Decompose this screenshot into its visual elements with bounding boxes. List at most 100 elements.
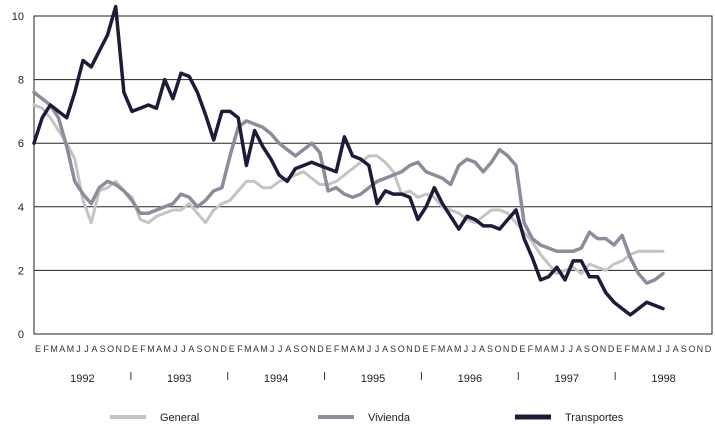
month-tick-label: O — [204, 344, 211, 354]
month-tick-label: N — [503, 344, 510, 354]
month-tick-label: M — [244, 344, 252, 354]
month-tick-label: J — [278, 344, 283, 354]
month-tick-label: D — [414, 344, 421, 354]
month-tick-label: A — [285, 344, 291, 354]
month-tick-label: A — [188, 344, 194, 354]
year-label: 1997 — [554, 373, 578, 385]
month-tick-label: J — [76, 344, 81, 354]
month-tick-label: F — [43, 344, 49, 354]
y-tick-label: 2 — [18, 265, 24, 277]
y-tick-label: 8 — [18, 75, 24, 87]
month-tick-label: J — [464, 344, 469, 354]
month-tick-label: D — [317, 344, 324, 354]
month-tick-label: M — [67, 344, 75, 354]
year-label: 1998 — [651, 373, 675, 385]
series-lines — [32, 4, 665, 317]
month-tick-label: F — [528, 344, 534, 354]
year-label: 1993 — [167, 373, 191, 385]
month-tick-label: F — [334, 344, 340, 354]
y-axis-ticks: 0 2 4 6 8 10 — [12, 11, 24, 341]
month-tick-label: D — [511, 344, 518, 354]
y-tick-label: 0 — [18, 329, 24, 341]
month-tick-label: D — [705, 344, 712, 354]
year-label: 1996 — [458, 373, 482, 385]
month-tick-label: J — [472, 344, 477, 354]
month-tick-label: S — [390, 344, 396, 354]
month-tick-label: N — [212, 344, 219, 354]
y-tick-label: 6 — [18, 138, 24, 150]
month-tick-label: M — [357, 344, 365, 354]
month-tick-label: M — [632, 344, 640, 354]
y-tick-label: 4 — [18, 202, 24, 214]
month-tick-label: F — [625, 344, 631, 354]
month-tick-label: F — [140, 344, 146, 354]
month-tick-label: J — [270, 344, 275, 354]
month-tick-label: A — [673, 344, 679, 354]
month-tick-label: O — [688, 344, 695, 354]
month-tick-label: J — [657, 344, 662, 354]
month-tick-label: S — [196, 344, 202, 354]
month-tick-label: A — [92, 344, 98, 354]
legend-label-general: General — [160, 412, 199, 424]
month-tick-label: J — [569, 344, 574, 354]
month-tick-label: J — [84, 344, 89, 354]
month-tick-label: A — [59, 344, 65, 354]
month-tick-label: N — [116, 344, 123, 354]
month-tick-label: M — [551, 344, 559, 354]
year-label: 1992 — [70, 373, 94, 385]
month-tick-label: J — [375, 344, 380, 354]
series-line-vivienda — [32, 90, 665, 285]
legend: General Vivienda Transportes — [110, 412, 624, 424]
month-tick-label: N — [406, 344, 413, 354]
month-tick-label: J — [181, 344, 186, 354]
month-tick-label: S — [487, 344, 493, 354]
month-tick-label: A — [479, 344, 485, 354]
month-tick-label: F — [431, 344, 437, 354]
month-tick-label: O — [398, 344, 405, 354]
month-tick-label: E — [422, 344, 428, 354]
month-tick-label: M — [163, 344, 171, 354]
month-tick-label: S — [293, 344, 299, 354]
plot-frame — [33, 15, 713, 335]
month-tick-label: E — [326, 344, 332, 354]
month-tick-label: A — [640, 344, 646, 354]
month-tick-label: O — [107, 344, 114, 354]
month-tick-label: S — [100, 344, 106, 354]
month-tick-label: E — [519, 344, 525, 354]
legend-label-vivienda: Vivienda — [368, 412, 411, 424]
month-tick-label: A — [447, 344, 453, 354]
month-tick-label: A — [382, 344, 388, 354]
month-tick-label: M — [535, 344, 543, 354]
month-tick-label: N — [309, 344, 316, 354]
series-line-transportes — [32, 4, 665, 317]
month-tick-label: D — [608, 344, 615, 354]
month-tick-label: M — [341, 344, 349, 354]
legend-label-transportes: Transportes — [565, 412, 624, 424]
month-tick-label: M — [648, 344, 656, 354]
month-tick-label: M — [50, 344, 58, 354]
month-tick-label: N — [600, 344, 607, 354]
series-line-general — [32, 103, 665, 276]
month-tick-label: N — [697, 344, 704, 354]
month-tick-label: O — [495, 344, 502, 354]
month-tick-label: A — [350, 344, 356, 354]
month-tick-label: F — [237, 344, 243, 354]
month-tick-label: J — [173, 344, 178, 354]
month-tick-label: O — [591, 344, 598, 354]
month-tick-label: A — [253, 344, 259, 354]
month-tick-label: J — [560, 344, 565, 354]
month-tick-label: A — [544, 344, 550, 354]
month-tick-label: E — [132, 344, 138, 354]
month-tick-label: O — [301, 344, 308, 354]
month-tick-label: J — [367, 344, 372, 354]
month-tick-label: E — [35, 344, 41, 354]
month-tick-label: S — [681, 344, 687, 354]
month-tick-label: M — [438, 344, 446, 354]
year-label: 1995 — [361, 373, 385, 385]
month-tick-label: S — [584, 344, 590, 354]
month-tick-label: A — [156, 344, 162, 354]
month-tick-label: E — [616, 344, 622, 354]
month-tick-label: M — [260, 344, 268, 354]
